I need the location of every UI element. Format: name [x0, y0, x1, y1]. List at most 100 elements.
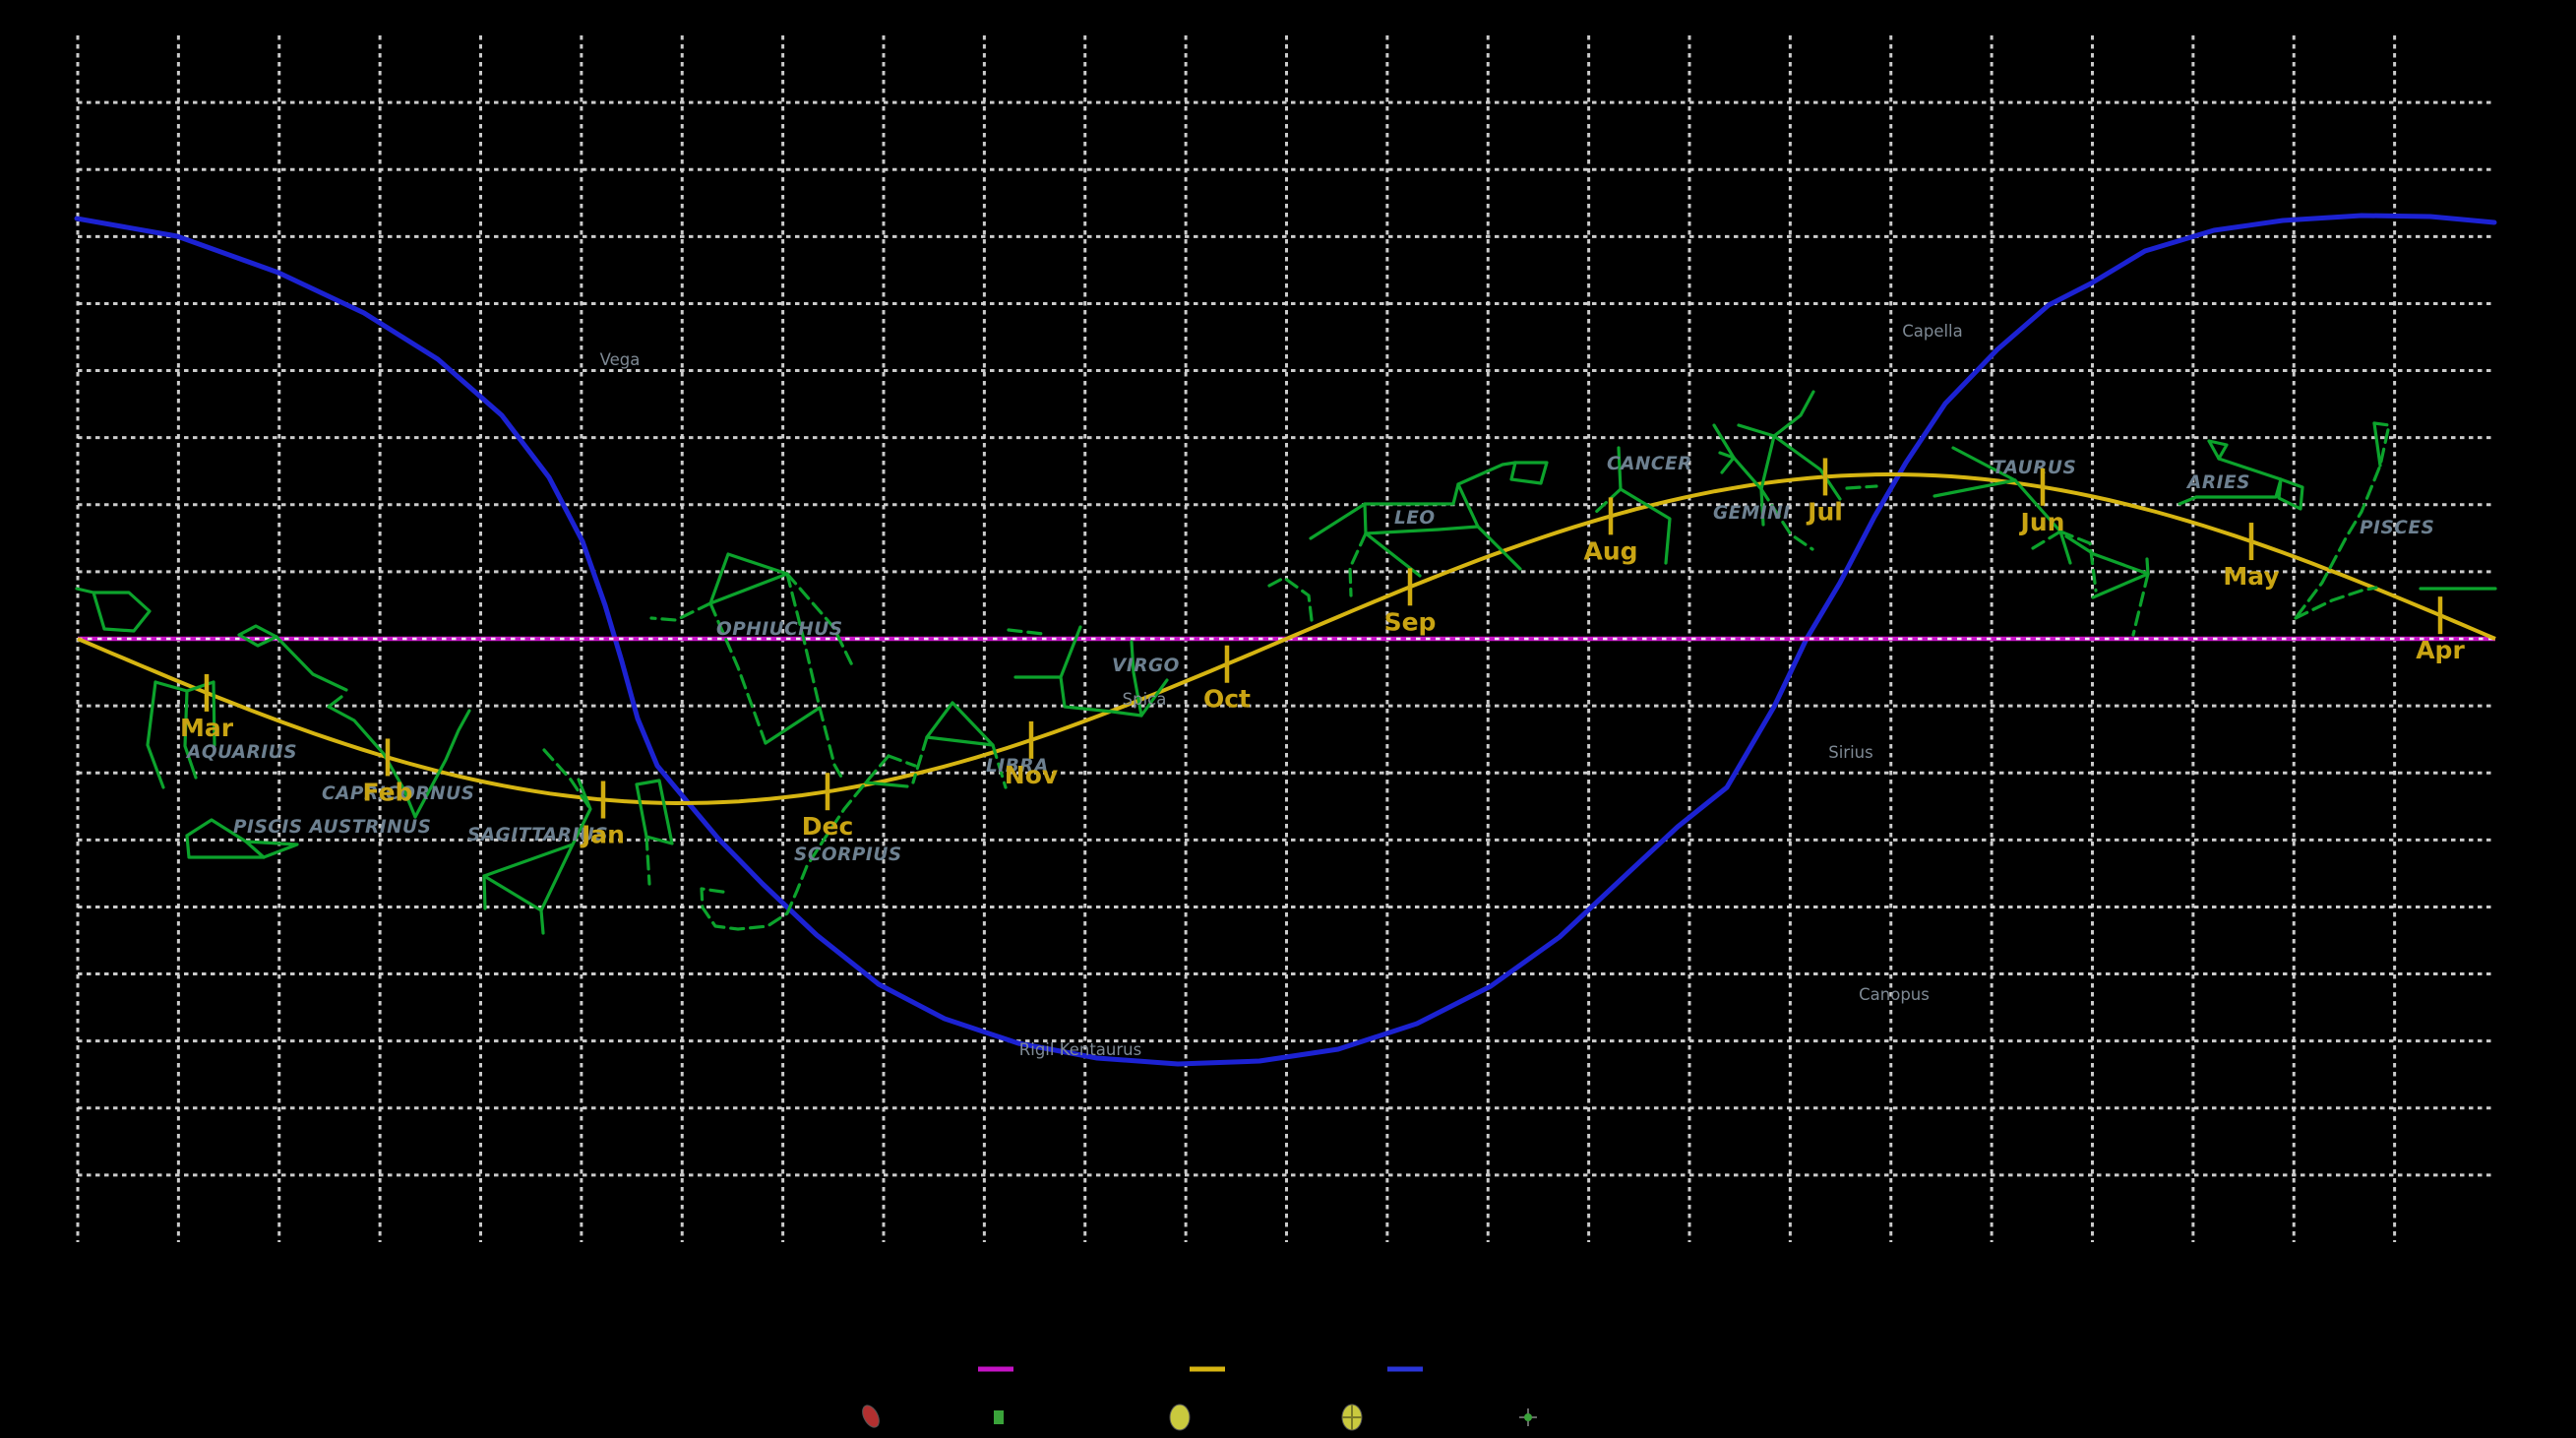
constellation-line	[764, 706, 822, 745]
month-ticks-and-labels: Mar Feb Jan Dec Nov Oct Sep Aug Jul Jun May Apr	[180, 458, 2465, 848]
constellation-line	[2277, 477, 2304, 511]
constellation-line	[1617, 446, 1623, 491]
month-label-aug: Aug	[1583, 536, 1637, 565]
constellation-line	[482, 874, 487, 910]
month-label-jun: Jun	[2019, 508, 2065, 536]
constellation-label: ARIES	[2185, 472, 2250, 493]
constellation-line	[818, 706, 844, 781]
constellation-aquarius	[75, 587, 348, 789]
constellation-line	[1363, 502, 1368, 535]
constellation-line	[887, 754, 917, 768]
star-name-labels: Vega Capella Sirius Canopus Rigil Kentaurus S…	[600, 322, 1963, 1059]
constellation-line	[864, 781, 909, 788]
ecliptic-path	[77, 471, 2496, 806]
constellation-line	[2058, 530, 2098, 593]
constellation-line	[1139, 678, 1169, 718]
constellation-gemini	[1712, 390, 1878, 551]
constellation-line	[1737, 390, 1815, 438]
constellation-line	[708, 601, 767, 745]
constellation-line	[1509, 461, 1549, 485]
constellation-line	[185, 818, 299, 859]
month-label-apr: Apr	[2416, 636, 2465, 664]
constellation-line	[542, 748, 592, 811]
constellation-line	[1845, 484, 1878, 490]
constellation-line	[1007, 628, 1045, 636]
month-label-jul: Jul	[1806, 497, 1843, 526]
constellation-line	[183, 689, 198, 780]
star-point-marker	[1524, 1413, 1532, 1421]
constellation-line	[2064, 534, 2150, 576]
constellation-line	[708, 552, 789, 605]
constellation-line	[212, 680, 216, 747]
constellation-line	[925, 701, 995, 747]
star-label-canopus: Canopus	[1859, 985, 1930, 1004]
constellation-line	[1456, 482, 1480, 529]
constellation-capricornus	[327, 695, 471, 819]
constellation-line	[2372, 421, 2382, 468]
constellation-label: SAGITTARIUS	[467, 825, 608, 845]
constellation-virgo	[1013, 576, 1314, 718]
constellation-line	[2217, 457, 2283, 481]
constellation-label: OPHIUCHUS	[716, 619, 843, 640]
constellation-line	[2091, 572, 2150, 599]
month-label-jan: Jan	[580, 820, 625, 848]
constellation-line	[146, 680, 165, 789]
constellation-line	[1267, 576, 1314, 622]
constellation-line	[275, 635, 348, 692]
constellation-line	[1592, 487, 1623, 516]
constellation-line	[1951, 446, 2017, 482]
month-label-nov: Nov	[1005, 761, 1058, 789]
constellation-line	[2207, 439, 2229, 461]
ecliptic-curve	[77, 471, 2496, 806]
constellation-label: PISCIS AUSTRINUS	[233, 817, 431, 838]
red-ellipse-marker	[862, 1405, 880, 1428]
constellation-line	[1932, 478, 2017, 498]
constellation-line	[785, 572, 856, 671]
green-square-marker	[994, 1410, 1004, 1424]
constellation-line	[991, 743, 1008, 789]
constellation-piscis-austrinus	[185, 818, 299, 859]
month-label-oct: Oct	[1203, 685, 1251, 714]
constellation-line	[1732, 456, 1763, 491]
galactic-band-path	[74, 213, 2497, 1067]
constellation-line	[785, 572, 822, 710]
star-label-vega: Vega	[600, 350, 641, 369]
constellation-label: TAURUS	[1993, 458, 2076, 478]
constellation-line	[2131, 572, 2150, 637]
constellation-line	[644, 835, 651, 886]
constellation-label: GEMINI	[1713, 503, 1790, 524]
constellation-line	[2294, 421, 2391, 620]
constellation-libra	[911, 701, 1008, 789]
constellation-line	[1619, 487, 1672, 565]
star-label-rigil-kentaurus: Rigil Kentaurus	[1019, 1040, 1141, 1059]
month-label-may: May	[2223, 562, 2279, 591]
month-label-feb: Feb	[363, 778, 413, 806]
star-label-capella: Capella	[1902, 322, 1963, 341]
constellation-label: CANCER	[1607, 454, 1692, 474]
constellation-sagittarius	[482, 748, 674, 935]
constellation-line	[244, 840, 266, 859]
constellation-label: VIRGO	[1112, 656, 1180, 676]
constellation-line	[2294, 586, 2378, 620]
constellation-line	[1759, 487, 1814, 551]
constellation-line	[413, 709, 471, 819]
constellation-line	[75, 587, 152, 633]
constellation-label: LEO	[1394, 508, 1436, 529]
constellation-line	[2145, 557, 2150, 576]
constellation-cancer	[1592, 446, 1672, 565]
constellation-line	[327, 695, 343, 709]
constellation-line	[571, 778, 592, 846]
star-label-spica: Spica	[1123, 690, 1167, 709]
constellation-label: PISCES	[2360, 518, 2434, 538]
legend	[862, 1366, 1537, 1431]
yellow-ellipse-marker	[1169, 1404, 1191, 1431]
constellation-line	[237, 624, 278, 648]
galactic-band-curve	[74, 213, 2497, 1067]
constellation-label: LIBRA	[986, 756, 1049, 777]
constellation-label: AQUARIUS	[185, 742, 297, 763]
constellation-leo	[1309, 461, 1549, 597]
constellation-line	[1712, 423, 1736, 460]
constellation-line	[2031, 530, 2062, 550]
